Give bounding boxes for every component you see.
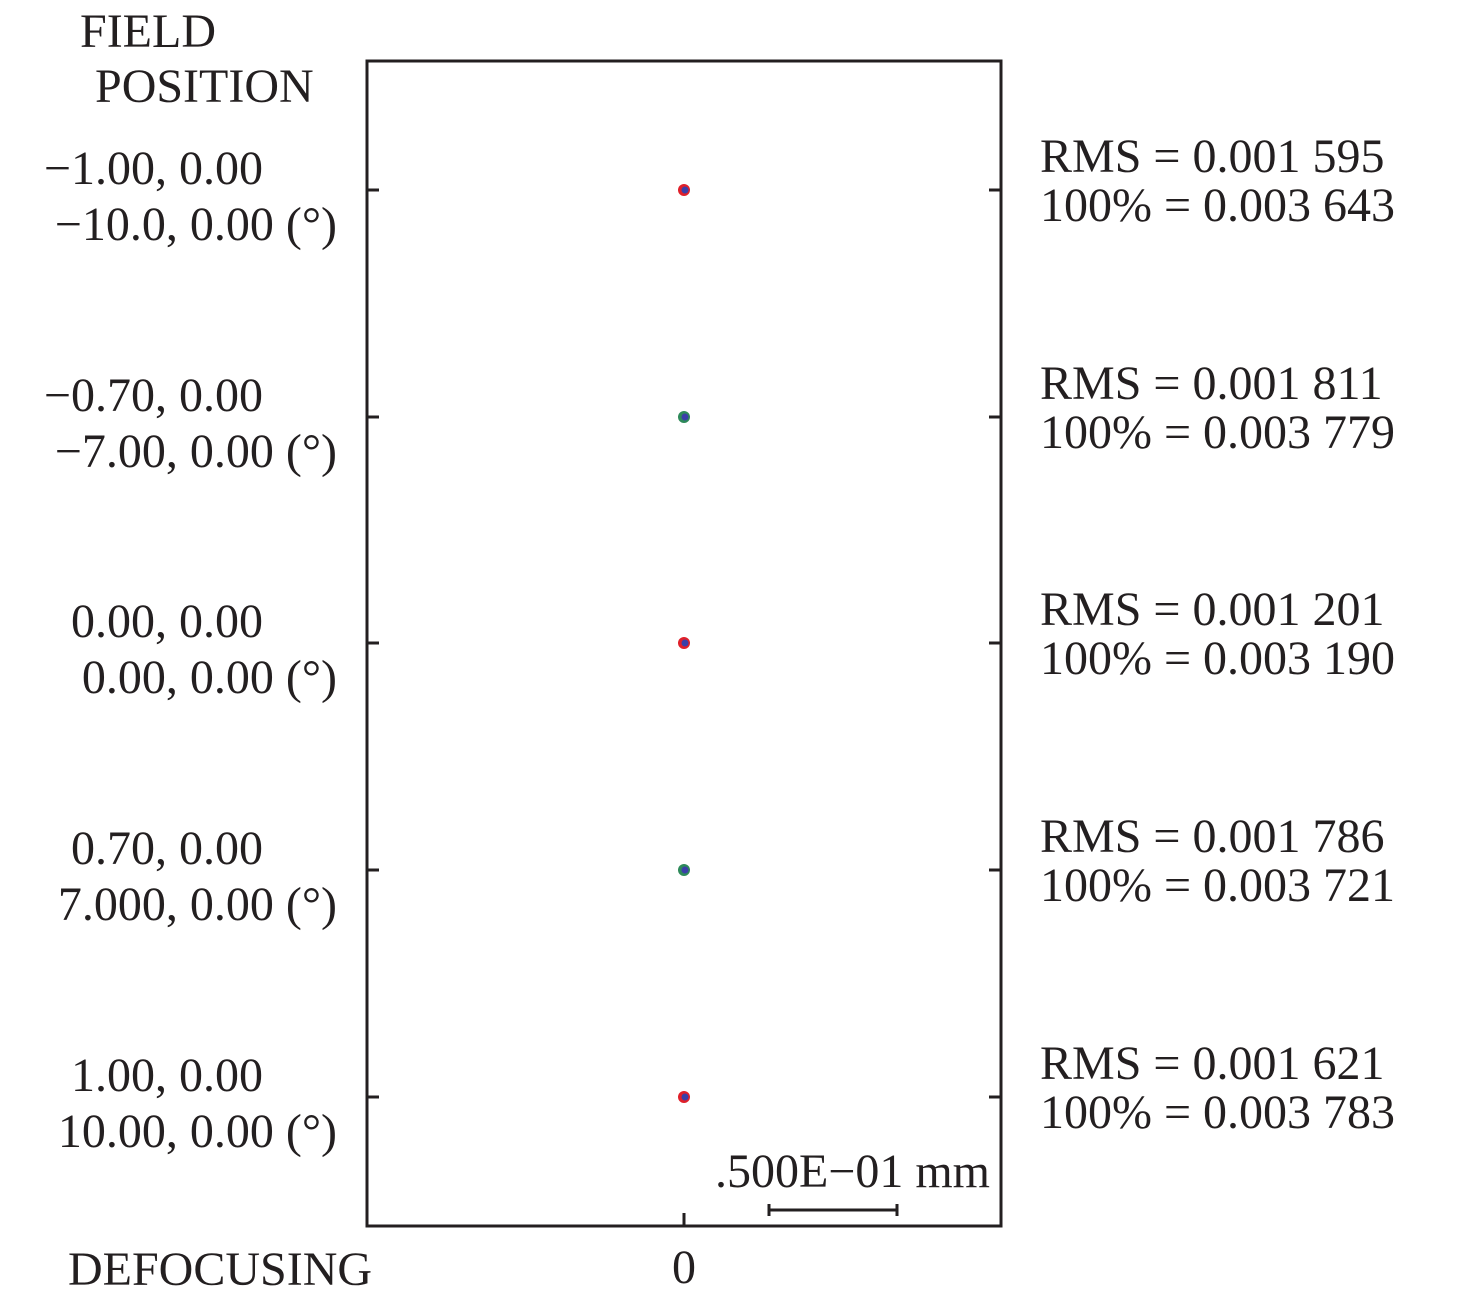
rms-radius-label: RMS = 0.001 201	[1040, 583, 1384, 636]
geo-radius-label: 100% = 0.003 783	[1040, 1086, 1395, 1139]
geo-radius-label: 100% = 0.003 779	[1040, 406, 1395, 459]
geo-radius-label: 100% = 0.003 190	[1040, 632, 1395, 685]
rms-radius-label: RMS = 0.001 595	[1040, 130, 1384, 183]
defocus-label: 0	[672, 1241, 696, 1294]
header-label-position: POSITION	[95, 60, 314, 113]
field-normalized-label: −1.00, 0.00	[44, 142, 263, 195]
scale-bar-label: .500E−01 mm	[715, 1145, 990, 1198]
field-normalized-label: 1.00, 0.00	[71, 1049, 263, 1102]
rms-radius-label: RMS = 0.001 621	[1040, 1037, 1384, 1090]
field-angle-label: −10.0, 0.00 (°)	[55, 198, 337, 251]
rms-radius-label: RMS = 0.001 811	[1040, 357, 1383, 410]
geo-radius-label: 100% = 0.003 643	[1040, 179, 1395, 232]
field-angle-label: 0.00, 0.00 (°)	[82, 651, 337, 704]
spot-inner	[681, 186, 689, 194]
footer-label-defocusing: DEFOCUSING	[68, 1243, 372, 1296]
scale-bar	[767, 1204, 899, 1216]
field-normalized-label: 0.70, 0.00	[71, 822, 263, 875]
spot-inner	[681, 413, 689, 421]
rms-radius-label: RMS = 0.001 786	[1040, 810, 1384, 863]
header-label-field: FIELD	[80, 5, 216, 58]
spot-inner	[681, 866, 689, 874]
spot-inner	[681, 1093, 689, 1101]
field-normalized-label: −0.70, 0.00	[44, 369, 263, 422]
field-angle-label: 10.00, 0.00 (°)	[58, 1105, 337, 1158]
field-angle-label: 7.000, 0.00 (°)	[58, 878, 337, 931]
geo-radius-label: 100% = 0.003 721	[1040, 859, 1395, 912]
spot-inner	[681, 639, 689, 647]
field-angle-label: −7.00, 0.00 (°)	[55, 425, 337, 478]
field-normalized-label: 0.00, 0.00	[71, 595, 263, 648]
